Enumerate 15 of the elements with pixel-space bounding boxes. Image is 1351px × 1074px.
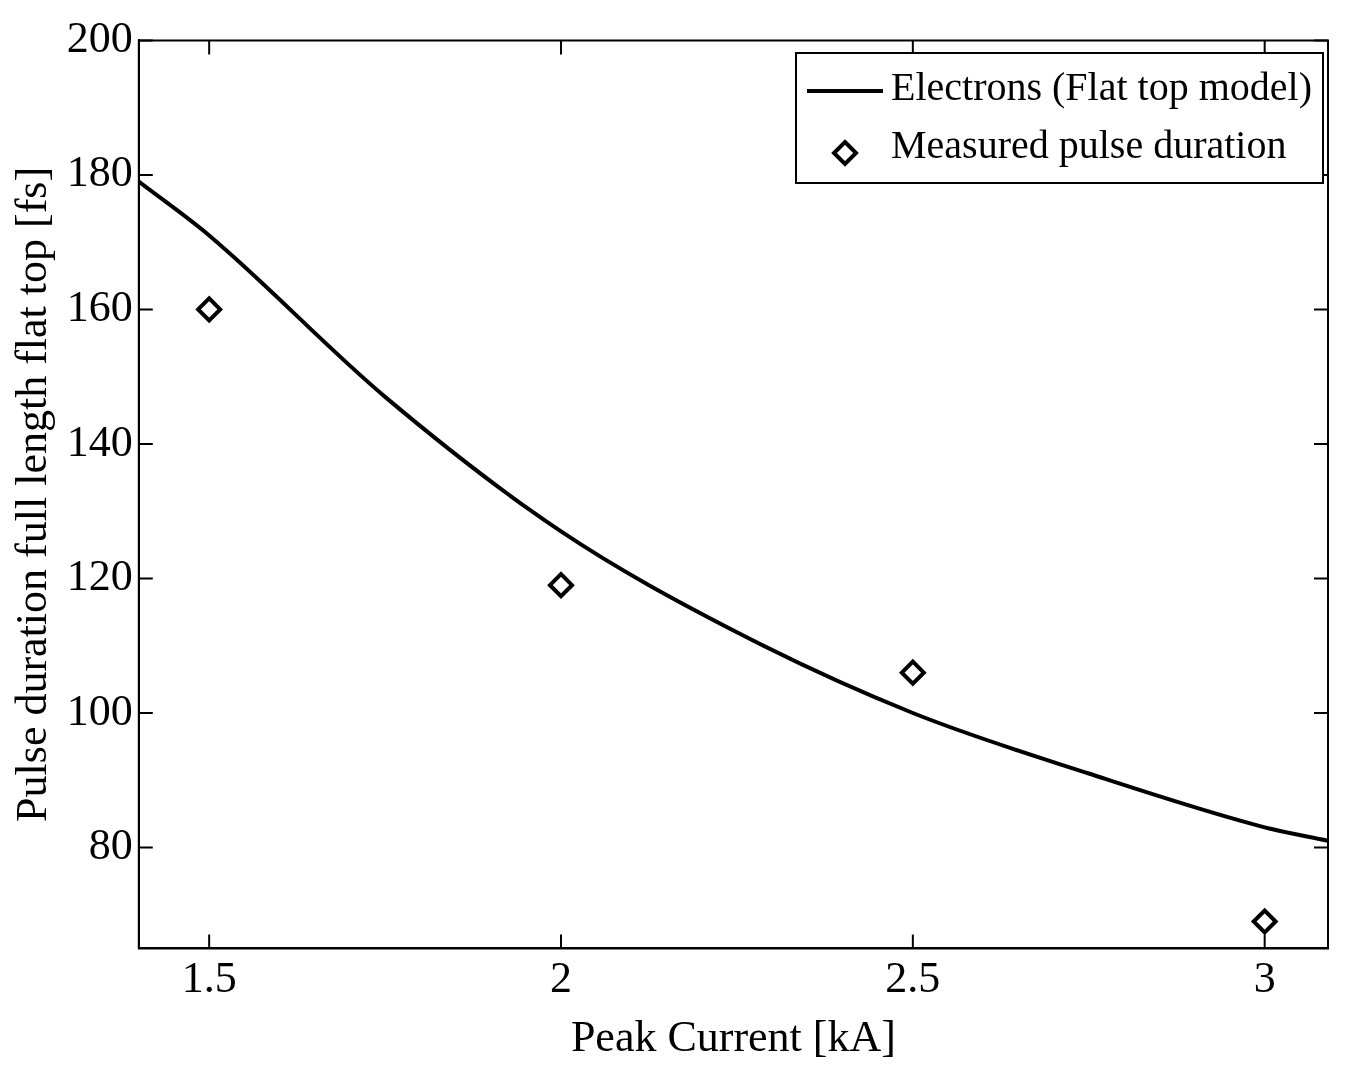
y-tick-label: 80	[88, 820, 133, 870]
y-tick-label: 160	[66, 282, 133, 331]
x-tick-label: 2	[550, 953, 572, 1003]
x-axis-title: Peak Current [kA]	[570, 1012, 896, 1062]
y-tick-label: 200	[66, 12, 133, 62]
x-tick-label: 3	[1253, 953, 1276, 1003]
y-tick-label: 120	[66, 551, 133, 601]
legend-label: Measured pulse duration	[890, 122, 1287, 168]
y-tick-label: 140	[66, 416, 133, 466]
legend-label: Electrons (Flat top model)	[890, 64, 1312, 110]
y-tick-label: 180	[66, 147, 133, 197]
y-tick-label: 100	[66, 685, 133, 735]
x-tick-label: 1.5	[181, 953, 237, 1003]
y-axis-title: Pulse duration full length flat top [fs]	[6, 166, 56, 822]
x-tick-label: 2.5	[885, 953, 941, 1003]
